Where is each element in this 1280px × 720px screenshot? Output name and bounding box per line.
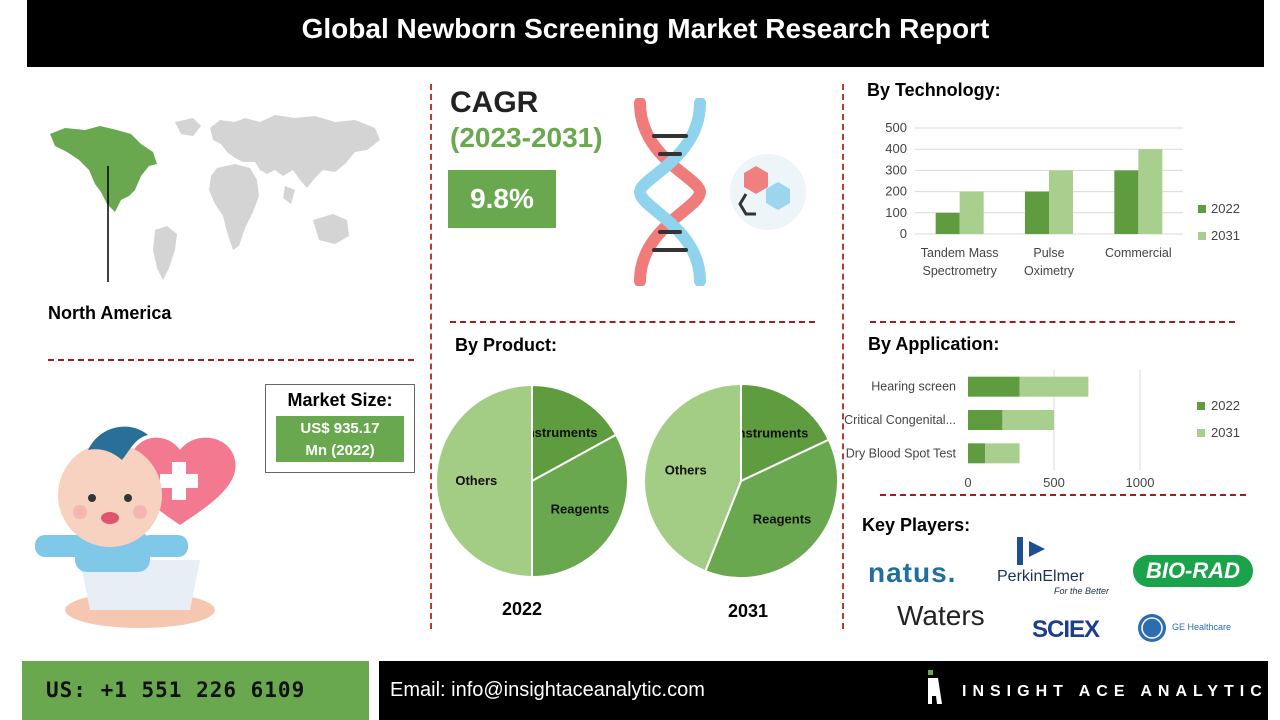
application-legend-label: 2031 [1211,425,1240,440]
insightace-logo-icon [928,670,942,704]
application-bar-2022 [968,410,1003,430]
pie-label: Reagents [551,501,610,516]
application-chart: 0 500 1000 Hearing screen Critical Congenita… [844,370,1240,490]
market-size-value: US$ 935.17 Mn (2022) [276,416,404,462]
application-bar-2022 [968,443,986,464]
technology-legend-swatch [1198,232,1206,240]
perkinelmer-tagline: For the Better [1054,586,1110,596]
application-bar-2022 [968,376,1020,397]
technology-y-tick: 100 [885,205,907,220]
divider-technology [870,321,1235,323]
header-bar [27,0,1264,67]
technology-legend-label: 2022 [1211,201,1240,216]
technology-x-label: Pulse Oximetry [1024,246,1075,278]
technology-y-tick: 200 [885,184,907,199]
application-legend-swatch [1197,429,1205,437]
technology-y-tick: 300 [885,162,907,177]
natus-logo: natus. [868,557,957,588]
cagr-value: 9.8% [448,170,556,228]
pie-slice-instruments [740,382,831,483]
biorad-logo: BIO-RAD [1133,555,1253,587]
footer-brand: INSIGHT ACE ANALYTIC [962,683,1268,700]
world-map [50,115,380,282]
pie-label: Others [455,473,497,488]
technology-x-label: Commercial [1105,246,1172,260]
baby-illustration [35,426,236,628]
application-y-label: Critical Congenital... [844,413,956,427]
market-size-value-line1: US$ 935.17 [300,420,380,437]
product-pie-2022: Instruments Reagents Others [435,383,629,579]
product-title: By Product: [455,335,558,355]
application-x-tick: 0 [964,475,971,490]
technology-bar-2022 [935,212,960,234]
pie-label: Instruments [734,425,808,440]
application-bar-2031 [1019,376,1089,397]
market-size-title: Market Size: [287,390,393,410]
application-bar-2031 [985,443,1020,464]
technology-bar-2022 [1114,170,1139,234]
perkinelmer-logo: PerkinElmer [997,568,1085,585]
waters-logo: Waters [897,600,985,631]
application-y-label: Hearing screen [871,380,956,394]
technology-bar-2031 [1138,149,1163,234]
ge-monogram-icon [1138,614,1166,642]
pie-slice-others [435,383,533,579]
pie-slice-others [643,382,742,573]
pie-2022-year: 2022 [502,599,543,619]
pie-2031-year: 2031 [728,601,769,621]
divider-right [842,84,844,629]
page-title: Global Newborn Screening Market Research… [301,13,990,44]
pie-label: Others [665,462,707,477]
pie-slice-instruments [531,383,618,483]
cagr-years: (2023-2031) [450,122,603,153]
footer-phone-panel [22,661,369,720]
footer-phone: US: +1 551 226 6109 [46,678,306,702]
application-y-label: Dry Blood Spot Test [846,446,957,460]
pie-label: Reagents [753,512,812,527]
application-title: By Application: [868,334,1000,354]
divider-cagr [450,321,815,323]
region-label: North America [48,303,172,323]
application-x-tick: 500 [1043,475,1065,490]
pie-slice-reagents [531,433,629,579]
market-size-value-line2: Mn (2022) [305,442,375,459]
pie-label: Instruments [523,425,597,440]
pie-slice-reagents [703,438,839,579]
application-bar-2031 [1002,410,1054,430]
application-x-tick: 1000 [1126,475,1155,490]
application-legend-swatch [1197,402,1205,410]
technology-bar-2031 [959,191,984,234]
molecule-icon [730,154,806,230]
technology-legend-label: 2031 [1211,228,1240,243]
footer-email-panel [379,661,1268,720]
product-pie-2031: Instruments Reagents Others [643,382,839,579]
technology-bar-2022 [1025,191,1049,234]
divider-region [48,359,414,361]
dna-icon [633,98,707,286]
footer-email: Email: info@insightaceanalytic.com [390,679,705,701]
technology-legend-swatch [1198,205,1206,213]
technology-y-tick: 500 [885,120,907,135]
application-legend-label: 2022 [1211,398,1240,413]
technology-title: By Technology: [867,80,1001,100]
technology-chart: 0 100 200 300 400 500 Tandem Mass Spectrometry P… [885,120,1240,278]
technology-bar-2031 [1049,170,1073,234]
north-america-shape [50,126,157,212]
ge-logo: GE Healthcare [1172,622,1232,632]
technology-y-tick: 400 [885,141,907,156]
technology-x-label: Tandem Mass Spectrometry [921,246,999,278]
divider-application [880,494,1246,496]
divider-left [430,84,432,629]
technology-y-tick: 0 [900,226,907,241]
sciex-logo: SCIEX [1032,616,1100,643]
cagr-label: CAGR [450,86,539,119]
perkinelmer-mark-icon [1017,537,1045,565]
key-players-title: Key Players: [862,515,971,535]
